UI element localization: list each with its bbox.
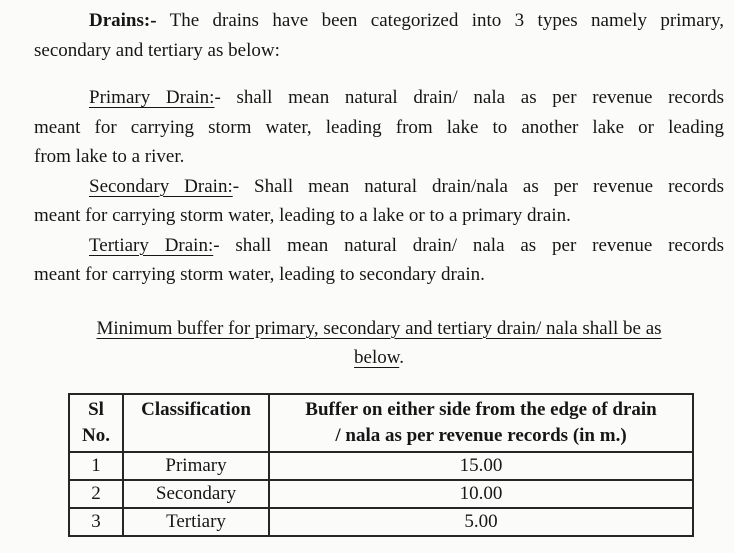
section-heading-minimum-buffer: Minimum buffer for primary, secondary an… (34, 314, 724, 373)
cell-buffer: 10.00 (268, 478, 694, 509)
header-text: No. (82, 424, 110, 446)
table-row: 1 Primary 15.00 (68, 450, 694, 481)
paragraph-secondary-drain: Secondary Drain:- Shall mean natural dra… (34, 172, 724, 231)
text-line: meant for carrying storm water, leading … (34, 260, 724, 290)
text-run: meant for carrying storm water, leading … (34, 264, 485, 285)
header-cell-buffer: Buffer on either side from the edge of d… (268, 392, 694, 453)
text-line: Drains:- The drains have been categorize… (34, 6, 724, 36)
text-line: meant for carrying storm water, leading … (34, 201, 724, 231)
text-run: meant for carrying storm water, leading … (34, 116, 724, 138)
header-cell-sl-no: Sl No. (68, 392, 124, 453)
buffer-table: Sl No. Classification Buffer on either s… (68, 392, 694, 537)
cell-sl: 3 (68, 506, 124, 537)
header-text: Sl (88, 398, 104, 420)
cell-classification: Primary (122, 450, 270, 481)
buffer-table-body: 1 Primary 15.00 2 Secondary 10.00 3 Tert… (68, 450, 694, 537)
table-header-row: Sl No. Classification Buffer on either s… (68, 392, 694, 453)
table-row: 3 Tertiary 5.00 (68, 506, 694, 537)
cell-classification: Secondary (122, 478, 270, 509)
text-line: Secondary Drain:- Shall mean natural dra… (34, 172, 724, 202)
cell-buffer: 5.00 (268, 506, 694, 537)
text-line: from lake to a river. (34, 142, 724, 172)
primary-drain-term: Primary Drain: (89, 87, 215, 108)
document-body: Drains:- The drains have been categorize… (34, 6, 724, 537)
text-run: from lake to a river. (34, 146, 185, 167)
text-run: - shall mean natural drain/ nala as per … (214, 87, 724, 108)
tertiary-drain-term: Tertiary Drain: (89, 234, 214, 256)
text-line: secondary and tertiary as below: (34, 36, 724, 66)
text-line: meant for carrying storm water, leading … (34, 113, 724, 143)
heading-line: below. (34, 343, 724, 373)
header-text: Classification (141, 398, 251, 420)
cell-classification: Tertiary (122, 506, 270, 537)
cell-sl: 1 (68, 450, 124, 481)
heading-line: Minimum buffer for primary, secondary an… (34, 314, 724, 344)
cell-buffer: 15.00 (268, 450, 694, 481)
text-run: The drains have been categorized into 3 … (156, 10, 724, 31)
secondary-drain-term: Secondary Drain: (89, 175, 233, 197)
text-run: meant for carrying storm water, leading … (34, 205, 571, 226)
text-run: - shall mean natural drain/ nala as per … (213, 234, 724, 256)
cell-sl: 2 (68, 478, 124, 509)
paragraph-drains: Drains:- The drains have been categorize… (34, 6, 724, 65)
paragraph-tertiary-drain: Tertiary Drain:- shall mean natural drai… (34, 231, 724, 290)
header-cell-classification: Classification (122, 392, 270, 453)
buffer-table-header: Sl No. Classification Buffer on either s… (68, 392, 694, 453)
table-row: 2 Secondary 10.00 (68, 478, 694, 509)
text-run: - Shall mean natural drain/nala as per r… (232, 175, 724, 197)
header-text: Buffer on either side from the edge of d… (305, 398, 657, 420)
paragraph-primary-drain: Primary Drain:- shall mean natural drain… (34, 83, 724, 172)
text-line: Primary Drain:- shall mean natural drain… (34, 83, 724, 113)
heading-period: . (399, 347, 404, 368)
heading-text: Minimum buffer for primary, secondary an… (96, 317, 662, 339)
text-line: Tertiary Drain:- shall mean natural drai… (34, 231, 724, 261)
header-text: / nala as per revenue records (in m.) (335, 424, 627, 446)
drains-term: Drains:- (89, 10, 157, 31)
heading-text: below (354, 347, 400, 368)
text-run: secondary and tertiary as below: (34, 39, 280, 61)
